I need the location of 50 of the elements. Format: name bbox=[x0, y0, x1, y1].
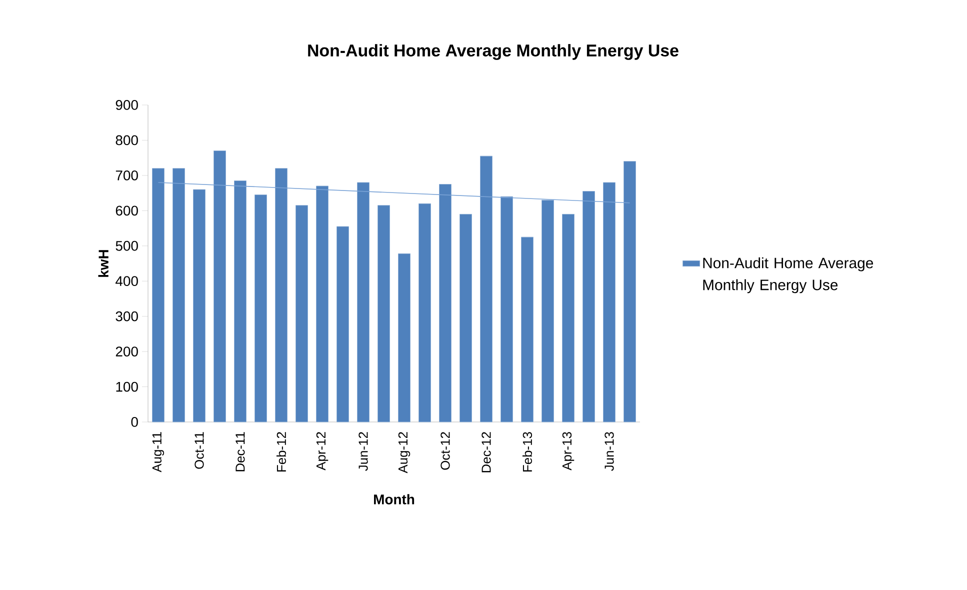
bar bbox=[316, 186, 329, 422]
bar bbox=[562, 214, 575, 422]
y-tick-label: 800 bbox=[116, 135, 138, 146]
x-tick-label: Oct-12 bbox=[440, 432, 450, 470]
bar bbox=[172, 168, 186, 422]
x-tick-label: Feb-13 bbox=[522, 432, 532, 472]
chart-title: Non-Audit Home Average Monthly Energy Use bbox=[308, 44, 678, 60]
x-tick-label: Feb-12 bbox=[276, 432, 286, 472]
bar bbox=[378, 205, 390, 422]
y-tick-label: 700 bbox=[116, 170, 138, 180]
x-tick-label: Jun-13 bbox=[604, 432, 614, 471]
bar bbox=[193, 189, 206, 422]
bar bbox=[254, 194, 268, 422]
bar bbox=[500, 196, 514, 422]
bar bbox=[521, 236, 534, 422]
bar bbox=[152, 168, 165, 422]
bar bbox=[418, 203, 432, 422]
x-tick-label: Oct-11 bbox=[194, 432, 204, 469]
y-tick-label: 900 bbox=[116, 100, 138, 110]
y-axis-title: kwH bbox=[98, 250, 108, 277]
bar bbox=[582, 191, 596, 422]
y-tick-label: 0 bbox=[131, 417, 138, 427]
x-tick-label: Aug-12 bbox=[398, 432, 410, 474]
bar bbox=[480, 156, 493, 422]
bar bbox=[439, 184, 452, 422]
y-tick-label: 200 bbox=[116, 346, 138, 356]
y-tick-label: 100 bbox=[116, 382, 138, 392]
x-tick-label: Dec-11 bbox=[236, 432, 245, 472]
y-tick-label: 400 bbox=[116, 276, 138, 286]
bar bbox=[624, 161, 636, 422]
x-tick-label: Aug-11 bbox=[152, 432, 164, 472]
bar bbox=[398, 253, 411, 422]
y-tick-label: 300 bbox=[116, 311, 138, 322]
bar bbox=[214, 150, 226, 422]
bar bbox=[275, 168, 288, 422]
x-tick-label: Jun-12 bbox=[358, 432, 368, 471]
bar bbox=[460, 214, 472, 422]
y-tick-label: 600 bbox=[116, 206, 138, 216]
x-tick-label: Apr-13 bbox=[562, 432, 574, 470]
bar bbox=[357, 182, 370, 422]
x-tick-label: Dec-12 bbox=[482, 432, 491, 472]
legend-label: Non-Audit Home Average Monthly Energy Use bbox=[703, 257, 874, 294]
bar bbox=[542, 200, 554, 422]
bar bbox=[296, 205, 308, 422]
y-tick-label: 500 bbox=[116, 240, 138, 251]
bar bbox=[336, 226, 350, 422]
bar bbox=[234, 180, 247, 422]
bar bbox=[603, 182, 616, 422]
x-axis-title: Month bbox=[374, 494, 414, 504]
x-tick-label: Apr-12 bbox=[316, 432, 328, 470]
